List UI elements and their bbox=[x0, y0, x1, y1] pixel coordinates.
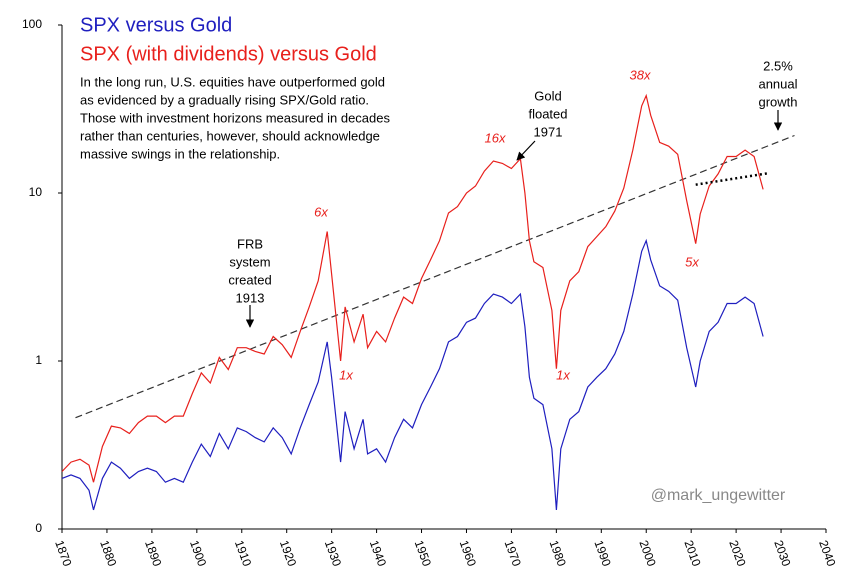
series-line bbox=[61, 93, 764, 483]
annotation-text: 2.5% bbox=[763, 58, 793, 73]
description: as evidenced by a gradually rising SPX/G… bbox=[80, 92, 369, 107]
description: rather than centuries, however, should a… bbox=[80, 128, 380, 143]
multiple-label: 5x bbox=[685, 254, 699, 269]
y-tick-label: 100 bbox=[22, 17, 42, 31]
multiple-label: 1x bbox=[556, 367, 570, 382]
multiple-label: 1x bbox=[339, 367, 353, 382]
y-tick-label: 1 bbox=[35, 353, 42, 367]
title-blue: SPX versus Gold bbox=[80, 14, 232, 36]
title-red: SPX (with dividends) versus Gold bbox=[80, 43, 377, 65]
series-line bbox=[61, 238, 764, 511]
annotation-text: Gold bbox=[534, 88, 561, 103]
annotation-text: system bbox=[229, 254, 270, 269]
description: massive swings in the relationship. bbox=[80, 146, 280, 161]
y-tick-label: 0 bbox=[35, 521, 42, 535]
multiple-label: 38x bbox=[630, 67, 651, 82]
trend-line bbox=[75, 134, 795, 419]
watermark: @mark_ungewitter bbox=[651, 487, 786, 504]
annotation-text: FRB bbox=[237, 236, 263, 251]
annotation-text: 1913 bbox=[236, 290, 265, 305]
annotation-text: annual bbox=[758, 76, 797, 91]
y-tick-label: 10 bbox=[29, 185, 43, 199]
annotation-text: 1971 bbox=[534, 124, 563, 139]
annotation-text: floated bbox=[528, 106, 567, 121]
multiple-label: 6x bbox=[314, 204, 328, 219]
annotation-text: growth bbox=[758, 94, 797, 109]
description: Those with investment horizons measured … bbox=[80, 110, 390, 125]
description: In the long run, U.S. equities have outp… bbox=[80, 74, 385, 89]
annotation-text: created bbox=[228, 272, 271, 287]
annotation-arrow bbox=[516, 140, 536, 161]
recent-trend-line bbox=[695, 172, 768, 186]
multiple-label: 16x bbox=[485, 130, 506, 145]
